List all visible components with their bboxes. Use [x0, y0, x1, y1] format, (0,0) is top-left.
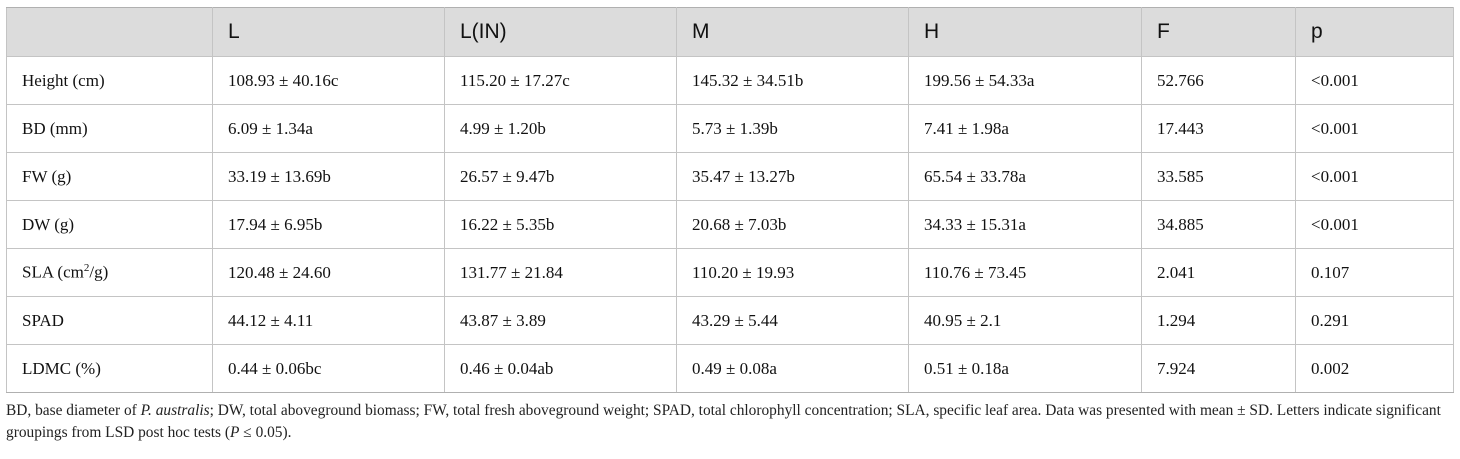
table-row: Height (cm) 108.93 ± 40.16c 115.20 ± 17.27… [6, 56, 1454, 105]
table-cell: 120.48 ± 24.60 [212, 248, 445, 297]
table-cell: 108.93 ± 40.16c [212, 56, 445, 105]
row-label-cell: SPAD [6, 296, 213, 345]
table-cell: 0.002 [1295, 344, 1454, 393]
table-cell: 52.766 [1141, 56, 1296, 105]
table-cell: 16.22 ± 5.35b [444, 200, 677, 249]
table-cell: 34.33 ± 15.31a [908, 200, 1142, 249]
row-label: SPAD [22, 310, 64, 330]
row-label: SLA (cm [22, 262, 84, 282]
table-cell: 5.73 ± 1.39b [676, 104, 909, 153]
table-cell: <0.001 [1295, 104, 1454, 153]
table-cell: 65.54 ± 33.78a [908, 152, 1142, 201]
table-cell: 4.99 ± 1.20b [444, 104, 677, 153]
table-cell: 1.294 [1141, 296, 1296, 345]
table-cell: 131.77 ± 21.84 [444, 248, 677, 297]
row-label: FW (g) [22, 166, 72, 186]
table-row: DW (g) 17.94 ± 6.95b 16.22 ± 5.35b 20.68 ± … [6, 200, 1454, 249]
row-label: LDMC (%) [22, 358, 101, 378]
footnote-text-2: ; DW, total aboveground biomass; FW, tot… [6, 402, 1441, 441]
table-cell: 34.885 [1141, 200, 1296, 249]
table-cell: 2.041 [1141, 248, 1296, 297]
table-cell: 115.20 ± 17.27c [444, 56, 677, 105]
table-header: L L(IN) M H F p [6, 7, 1454, 57]
table-cell: 110.20 ± 19.93 [676, 248, 909, 297]
table-cell: 17.94 ± 6.95b [212, 200, 445, 249]
table-cell: 199.56 ± 54.33a [908, 56, 1142, 105]
table-cell: <0.001 [1295, 152, 1454, 201]
footnote-species: P. australis [140, 402, 210, 419]
table-cell: 40.95 ± 2.1 [908, 296, 1142, 345]
header-cell-p: p [1295, 7, 1454, 57]
table-cell: 26.57 ± 9.47b [444, 152, 677, 201]
footnote-p-symbol: P [230, 424, 240, 441]
table-body: Height (cm) 108.93 ± 40.16c 115.20 ± 17.27… [6, 56, 1454, 393]
table-cell: 43.29 ± 5.44 [676, 296, 909, 345]
row-label-cell: BD (mm) [6, 104, 213, 153]
table-cell: 7.924 [1141, 344, 1296, 393]
table-cell: 17.443 [1141, 104, 1296, 153]
table-cell: <0.001 [1295, 200, 1454, 249]
table-cell: 0.291 [1295, 296, 1454, 345]
table-figure: L L(IN) M H F p Height (cm) 108.93 ± 40.1… [6, 7, 1454, 459]
table-cell: 110.76 ± 73.45 [908, 248, 1142, 297]
table-cell: 145.32 ± 34.51b [676, 56, 909, 105]
table-row: SLA (cm2/g) 120.48 ± 24.60 131.77 ± 21.84 1… [6, 248, 1454, 297]
table-row: SPAD 44.12 ± 4.11 43.87 ± 3.89 43.29 ± 5.44… [6, 296, 1454, 345]
table-cell: 44.12 ± 4.11 [212, 296, 445, 345]
header-cell-l: L [212, 7, 445, 57]
footnote-text-1: BD, base diameter of [6, 402, 141, 419]
row-label-superscript: 2 [83, 262, 90, 275]
row-label-cell: DW (g) [6, 200, 213, 249]
header-cell-l-in: L(IN) [444, 7, 677, 57]
table-cell: 0.49 ± 0.08a [676, 344, 909, 393]
table-cell: 0.46 ± 0.04ab [444, 344, 677, 393]
row-label-cell: SLA (cm2/g) [6, 248, 213, 297]
table-cell: 0.51 ± 0.18a [908, 344, 1142, 393]
table-cell: 0.44 ± 0.06bc [212, 344, 445, 393]
table-row: FW (g) 33.19 ± 13.69b 26.57 ± 9.47b 35.47 ±… [6, 152, 1454, 201]
table-cell: 0.107 [1295, 248, 1454, 297]
row-label: DW (g) [22, 214, 75, 234]
table-cell: 6.09 ± 1.34a [212, 104, 445, 153]
row-label-cell: FW (g) [6, 152, 213, 201]
row-label-suffix: /g) [89, 262, 109, 282]
footnote-text-3: ≤ 0.05). [239, 424, 292, 441]
row-label: BD (mm) [22, 118, 88, 138]
header-cell-blank [6, 7, 213, 57]
table-cell: 20.68 ± 7.03b [676, 200, 909, 249]
table-cell: 33.19 ± 13.69b [212, 152, 445, 201]
row-label-cell: Height (cm) [6, 56, 213, 105]
table-cell: <0.001 [1295, 56, 1454, 105]
header-cell-h: H [908, 7, 1142, 57]
header-cell-m: M [676, 7, 909, 57]
row-label: Height (cm) [22, 70, 105, 90]
results-table: L L(IN) M H F p Height (cm) 108.93 ± 40.1… [6, 7, 1454, 393]
table-footnote: BD, base diameter of P. australis; DW, t… [6, 400, 1453, 444]
table-cell: 35.47 ± 13.27b [676, 152, 909, 201]
table-row: LDMC (%) 0.44 ± 0.06bc 0.46 ± 0.04ab 0.49 ±… [6, 344, 1454, 393]
table-cell: 33.585 [1141, 152, 1296, 201]
table-cell: 7.41 ± 1.98a [908, 104, 1142, 153]
row-label-cell: LDMC (%) [6, 344, 213, 393]
header-row: L L(IN) M H F p [6, 7, 1454, 57]
header-cell-f: F [1141, 7, 1296, 57]
table-row: BD (mm) 6.09 ± 1.34a 4.99 ± 1.20b 5.73 ± 1.… [6, 104, 1454, 153]
table-cell: 43.87 ± 3.89 [444, 296, 677, 345]
